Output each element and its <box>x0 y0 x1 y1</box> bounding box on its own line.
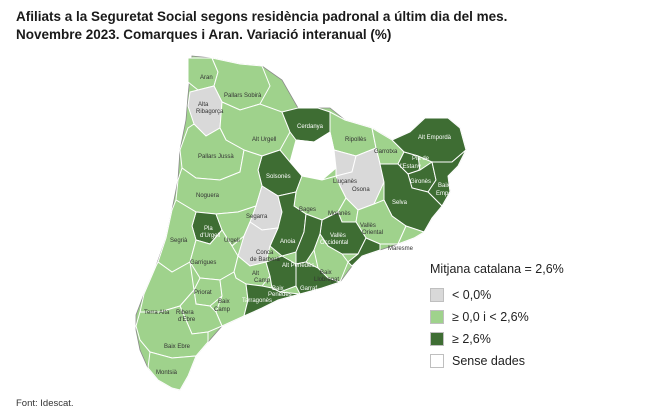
region-polygons <box>135 57 467 391</box>
region-label: Priorat <box>194 290 212 296</box>
region-label: Garraf <box>300 286 317 292</box>
region-montsia <box>147 351 197 391</box>
region-label: Osona <box>352 187 370 193</box>
region-label: Lluçanès <box>333 179 357 185</box>
region-label: Solsonès <box>266 174 291 180</box>
region-label: Baix Ebre <box>164 344 191 350</box>
region-label: Anoia <box>280 239 296 245</box>
region-label: Montsià <box>156 370 178 376</box>
region-label: Pallars Jussà <box>198 154 234 160</box>
region-label: Cerdanya <box>297 124 324 130</box>
region-label: Moianès <box>328 211 351 217</box>
region-garraf <box>295 261 342 295</box>
region-aran <box>187 57 219 91</box>
region-tarragones <box>243 283 301 317</box>
region-label: Alt Camp <box>252 271 271 284</box>
region-label: Alt Penedès <box>282 263 314 269</box>
region-label: Noguera <box>196 193 220 199</box>
legend-title: Mitjana catalana = 2,6% <box>430 262 564 276</box>
region-label: Vallès Occidental <box>320 233 348 246</box>
region-label: Alt Urgell <box>252 137 276 143</box>
region-label: Pla de l'Estany <box>400 156 430 170</box>
region-label: Baix Penedès <box>268 286 292 298</box>
region-label: Selva <box>392 200 408 206</box>
legend-item-negative: < 0,0% <box>430 284 564 306</box>
legend-swatch-low <box>430 310 444 324</box>
region-label: Pla d'Urgell <box>200 226 220 239</box>
legend: Mitjana catalana = 2,6% < 0,0% ≥ 0,0 i <… <box>430 262 564 372</box>
region-label: Baix Llobregat <box>314 270 339 283</box>
legend-swatch-no-data <box>430 354 444 368</box>
region-ripolles <box>329 111 377 157</box>
region-label: Barcelonès <box>370 267 400 273</box>
region-label: Gironès <box>410 179 431 185</box>
region-label: Berguedà <box>303 163 330 169</box>
legend-swatch-high <box>430 332 444 346</box>
region-label: Baix Camp <box>214 299 231 313</box>
region-label: Pallars Sobirà <box>224 93 262 99</box>
region-maresme <box>397 225 426 245</box>
legend-label-negative: < 0,0% <box>452 288 492 302</box>
map-title: Afiliats a la Seguretat Social segons re… <box>16 8 636 44</box>
legend-swatch-negative <box>430 288 444 302</box>
region-label: Garrotxa <box>374 149 398 155</box>
region-barcelones <box>347 237 381 267</box>
legend-item-low: ≥ 0,0 i < 2,6% <box>430 306 564 328</box>
region-label: Tarragonès <box>242 298 272 304</box>
region-label: Baix Empordà <box>436 183 461 197</box>
region-label: Alta Ribagorça <box>196 102 224 115</box>
region-label: Conca de Barberà <box>250 250 280 263</box>
title-line-1: Afiliats a la Seguretat Social segons re… <box>16 9 508 24</box>
region-label: Segarra <box>246 214 268 220</box>
region-label: Garrigues <box>190 260 216 266</box>
region-label: Ribera d'Ebre <box>176 310 196 323</box>
region-label: Alt Empordà <box>418 135 452 141</box>
region-label: Maresme <box>388 246 414 252</box>
region-label: Aran <box>200 75 213 81</box>
region-baix-emporda <box>427 149 467 207</box>
legend-label-no-data: Sense dades <box>452 354 525 368</box>
source-note: Font: Idescat. <box>16 398 74 409</box>
region-label: Bages <box>299 207 316 213</box>
legend-label-low: ≥ 0,0 i < 2,6% <box>452 310 529 324</box>
legend-label-high: ≥ 2,6% <box>452 332 491 346</box>
legend-item-high: ≥ 2,6% <box>430 328 564 350</box>
region-label: Terra Alta <box>144 310 170 316</box>
region-label: Ripollès <box>345 137 366 143</box>
region-baix-ebre <box>135 305 209 359</box>
title-line-2: Novembre 2023. Comarques i Aran. Variaci… <box>16 27 392 42</box>
region-label: Urgell <box>224 238 240 244</box>
region-label: Vallès Oriental <box>360 223 383 236</box>
legend-item-no-data: Sense dades <box>430 350 564 372</box>
region-label: Segrià <box>170 238 188 244</box>
